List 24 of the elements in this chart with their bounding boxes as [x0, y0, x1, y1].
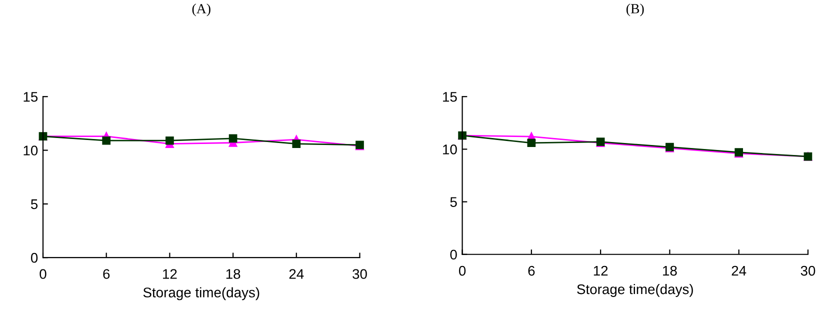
x-tick-label: 12 — [163, 269, 177, 279]
x-axis-title: Storage time(days) — [143, 287, 260, 300]
y-tick-label: 5 — [30, 199, 38, 210]
x-tick-label: 0 — [40, 269, 46, 279]
x-tick-label: 30 — [352, 269, 367, 279]
x-tick-label: 24 — [732, 266, 746, 276]
x-tick-label: 18 — [663, 266, 677, 276]
chart-title: (A) — [192, 4, 210, 16]
x-tick-label: 30 — [800, 266, 816, 276]
y-tick-label: 0 — [30, 252, 38, 263]
chart-title: (B) — [626, 4, 644, 16]
y-tick-label: 10 — [24, 146, 38, 156]
y-tick-label: 0 — [450, 250, 457, 260]
y-tick-label: 15 — [24, 92, 38, 102]
x-tick-label: 18 — [226, 269, 240, 279]
x-tick-label: 0 — [458, 266, 466, 276]
y-tick-label: 5 — [450, 197, 457, 207]
x-tick-label: 6 — [528, 266, 535, 276]
x-tick-label: 12 — [594, 266, 608, 276]
x-tick-label: 24 — [289, 269, 304, 279]
y-tick-label: 10 — [443, 144, 457, 154]
x-axis-title: Storage time(days) — [577, 284, 693, 297]
x-tick-label: 6 — [103, 269, 110, 279]
y-tick-label: 15 — [443, 92, 457, 102]
